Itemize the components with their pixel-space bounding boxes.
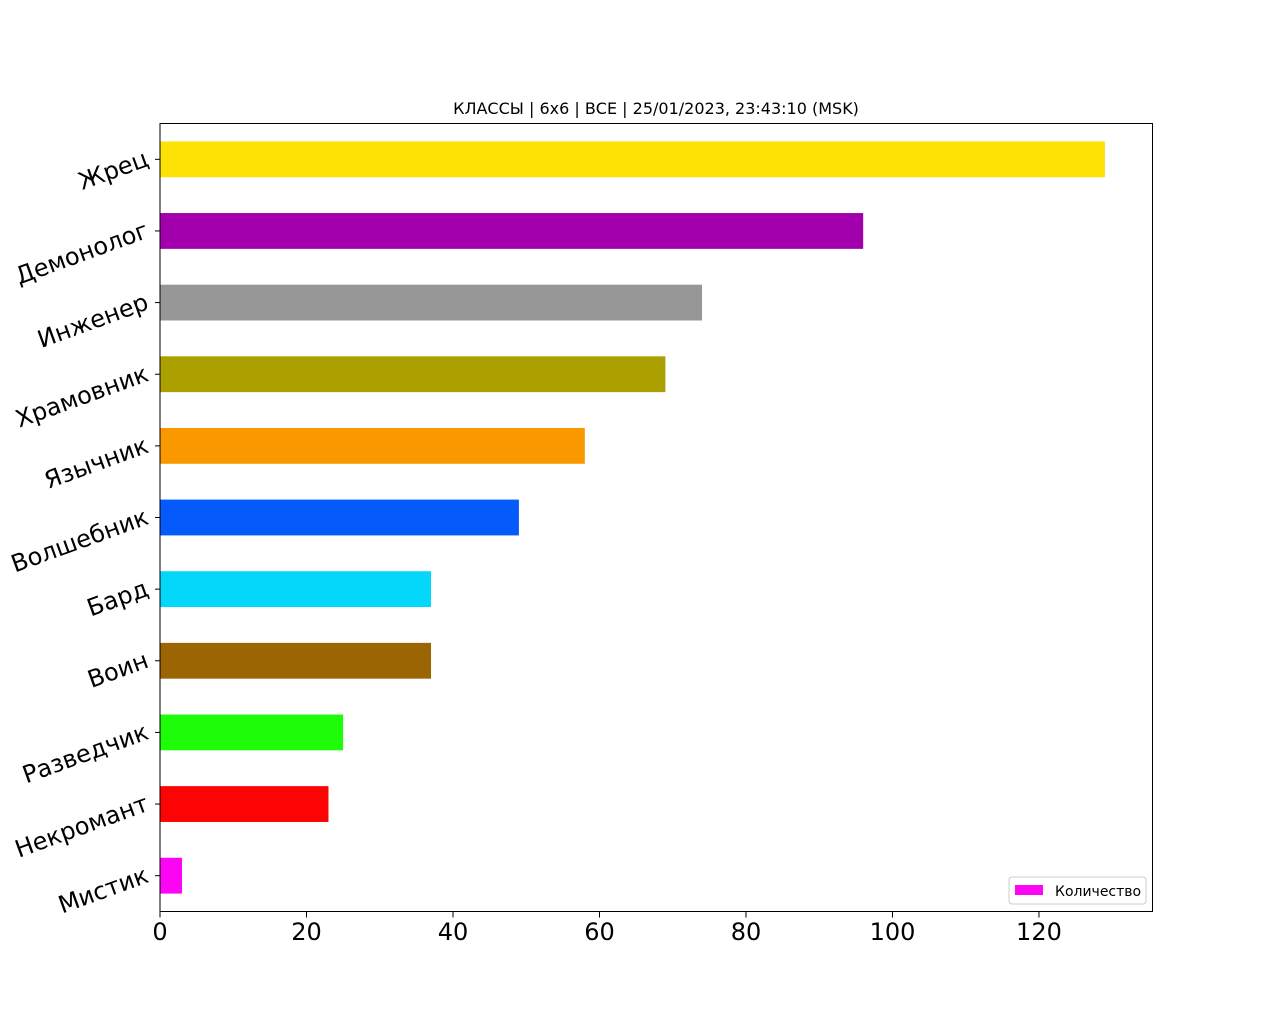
legend-swatch: [1015, 885, 1043, 895]
y-tick-label: Храмовник: [12, 360, 152, 434]
bar-9: [160, 786, 329, 822]
y-tick-label: Язычник: [41, 431, 152, 494]
x-tick-label: 120: [1016, 918, 1062, 946]
y-tick-label: Воин: [84, 646, 152, 694]
x-tick-label: 40: [438, 918, 469, 946]
bar-5: [160, 499, 519, 536]
bar-3: [160, 356, 666, 393]
x-tick-label: 0: [152, 918, 167, 946]
legend-label: Количество: [1055, 884, 1141, 900]
x-tick-label: 80: [731, 918, 762, 946]
bar-10: [160, 857, 182, 894]
x-tick-label: 20: [291, 918, 322, 946]
plot-area-frame: [159, 123, 1153, 912]
bar-8: [160, 714, 344, 751]
bar-1: [160, 213, 864, 249]
bar-0: [160, 141, 1105, 178]
y-tick-label: Разведчик: [19, 718, 152, 789]
y-tick-label: Демонолог: [12, 216, 152, 290]
legend: Количество: [1008, 876, 1147, 905]
y-tick-label: Жрец: [75, 145, 152, 196]
bars-group: [160, 141, 1105, 894]
x-tick-label: 60: [584, 918, 615, 946]
y-tick-label: Волшебник: [7, 503, 152, 578]
x-axis-ticks: 0 20 40 60 80 100 120: [152, 911, 1062, 946]
y-tick-label: Бард: [83, 574, 152, 622]
y-tick-label: Некромант: [11, 789, 152, 863]
chart-title: КЛАССЫ | 6x6 | ВСЕ | 25/01/2023, 23:43:1…: [453, 99, 859, 118]
x-tick-label: 100: [870, 918, 916, 946]
y-tick-label: Мистик: [55, 861, 153, 919]
bar-4: [160, 427, 585, 464]
y-tick-label: Инженер: [34, 288, 152, 354]
bar-6: [160, 571, 432, 608]
legend-box: [1008, 876, 1147, 905]
bar-7: [160, 642, 432, 679]
bar-2: [160, 284, 703, 321]
